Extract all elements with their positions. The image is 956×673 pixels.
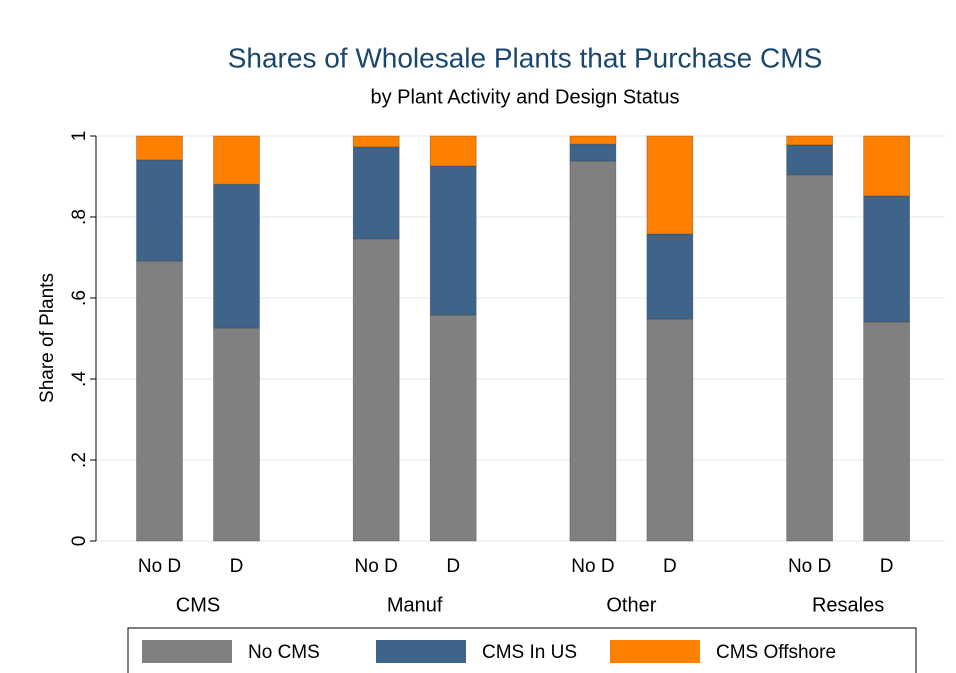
x-tick-label: D — [446, 556, 460, 577]
bar-segment — [646, 135, 694, 235]
legend-swatch — [610, 640, 700, 663]
x-tick-label: No D — [571, 556, 614, 577]
bar-segment — [863, 135, 910, 197]
bar-segment — [646, 233, 694, 320]
chart-subtitle: by Plant Activity and Design Status — [370, 86, 679, 108]
bar-segment — [213, 135, 260, 185]
bar-segment — [352, 146, 400, 240]
legend-swatch — [376, 640, 466, 663]
bar-segment — [352, 238, 400, 542]
bar-segment — [136, 135, 183, 161]
y-tick-label: .6 — [69, 290, 90, 306]
legend-label: CMS In US — [482, 642, 577, 663]
bar-segment — [863, 195, 910, 323]
bar-segment — [646, 318, 694, 542]
bar-segment — [786, 174, 833, 542]
bar-segment — [429, 314, 477, 542]
group-label: Resales — [812, 594, 884, 616]
bar-segment — [136, 260, 183, 542]
y-axis-label: Share of Plants — [37, 273, 58, 403]
bar-segment — [429, 165, 477, 316]
bar-segment — [569, 135, 617, 145]
y-tick-label: .8 — [69, 209, 90, 225]
y-tick-label: .2 — [69, 452, 90, 468]
x-tick-label: No D — [138, 556, 181, 577]
bar-segment — [213, 183, 260, 329]
legend-box — [127, 627, 917, 673]
bar-segment — [786, 144, 833, 176]
group-label: Manuf — [387, 594, 443, 616]
bar-segment — [429, 135, 477, 167]
bar-segment — [569, 143, 617, 162]
legend-label: No CMS — [248, 642, 320, 663]
bar-segment — [213, 327, 260, 542]
group-label: Other — [606, 594, 656, 616]
y-tick-label: 1 — [69, 131, 90, 142]
x-tick-label: No D — [355, 556, 398, 577]
y-tick-label: 0 — [69, 536, 90, 547]
bar-segment — [136, 159, 183, 262]
bar-segment — [786, 135, 833, 146]
x-tick-label: No D — [788, 556, 831, 577]
group-label: CMS — [176, 594, 220, 616]
bar-segment — [863, 321, 910, 542]
x-tick-label: D — [880, 556, 894, 577]
bar-segment — [569, 160, 617, 542]
legend-label: CMS Offshore — [716, 642, 836, 663]
x-tick-label: D — [663, 556, 677, 577]
y-tick-label: .4 — [69, 371, 90, 387]
x-tick-label: D — [230, 556, 244, 577]
bar-segment — [352, 135, 400, 148]
chart-title: Shares of Wholesale Plants that Purchase… — [228, 42, 823, 73]
legend-swatch — [142, 640, 232, 663]
